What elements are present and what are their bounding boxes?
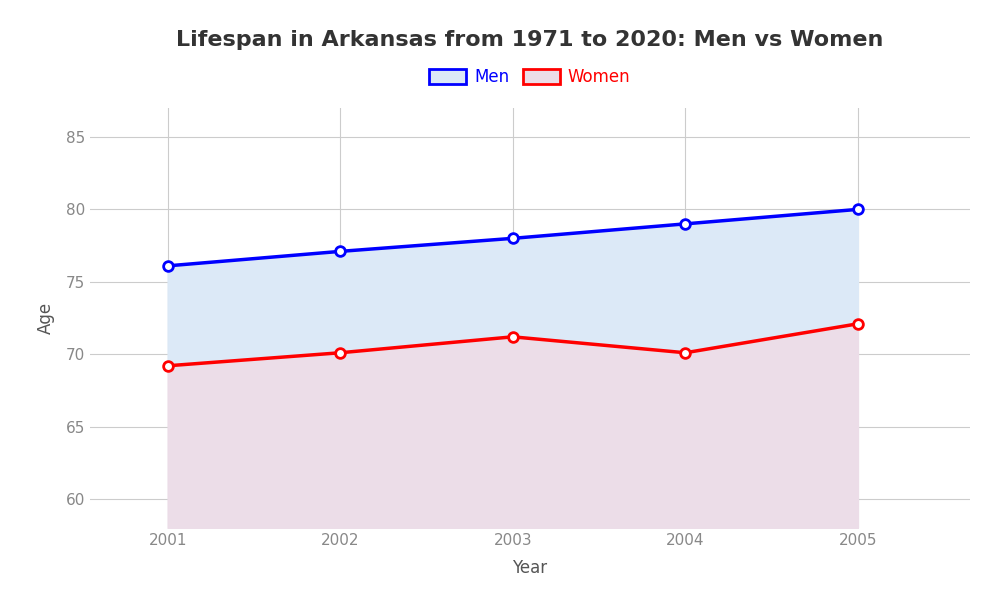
Y-axis label: Age: Age xyxy=(37,302,55,334)
Title: Lifespan in Arkansas from 1971 to 2020: Men vs Women: Lifespan in Arkansas from 1971 to 2020: … xyxy=(176,29,884,49)
X-axis label: Year: Year xyxy=(512,559,548,577)
Legend: Men, Women: Men, Women xyxy=(423,62,637,93)
